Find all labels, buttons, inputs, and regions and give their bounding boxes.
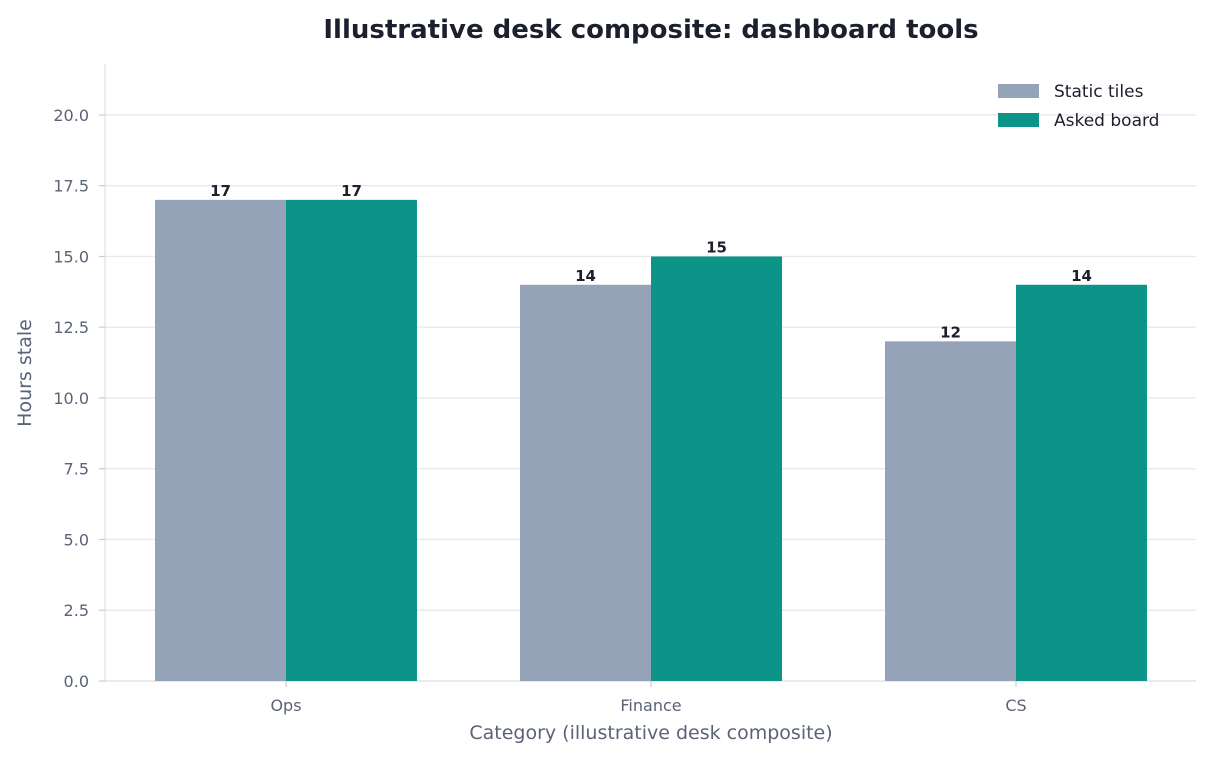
bar-cs-2 (1016, 284, 1147, 681)
legend-label: Static tiles (1054, 82, 1144, 102)
bar-value-label: 17 (210, 182, 231, 200)
x-tick-label: CS (1005, 696, 1026, 715)
y-tick-label: 2.5 (64, 601, 89, 620)
y-tick-label: 5.0 (64, 530, 89, 549)
x-tick-label: Ops (270, 696, 301, 715)
bar-ops-2 (286, 199, 417, 681)
bar-value-label: 14 (575, 267, 596, 285)
y-tick-label: 15.0 (53, 247, 89, 266)
y-axis-label: Hours stale (14, 319, 36, 427)
chart-title: Illustrative desk composite: dashboard t… (323, 15, 978, 45)
bar-finance-1 (520, 284, 651, 681)
tick-labels: 0.0 2.5 5.0 7.5 10.0 12.5 15.0 17.5 20.0 Ops Finan… (53, 106, 1026, 715)
y-tick-label: 7.5 (64, 460, 89, 479)
legend-swatch (998, 84, 1039, 98)
y-tick-label: 0.0 (64, 672, 89, 691)
y-tick-label: 20.0 (53, 106, 89, 125)
y-tick-label: 10.0 (53, 389, 89, 408)
y-tick-label: 12.5 (53, 318, 89, 337)
bar-value-label: 15 (706, 238, 727, 256)
x-axis-label: Category (illustrative desk composite) (469, 722, 832, 744)
bar-value-label: 14 (1071, 267, 1092, 285)
x-tick-label: Finance (620, 696, 681, 715)
bar-value-label: 12 (940, 323, 961, 341)
bar-cs-1 (885, 341, 1016, 681)
data-labels: 17 17 14 15 12 14 (210, 182, 1092, 342)
bar-finance-2 (651, 256, 782, 681)
bar-value-label: 17 (341, 182, 362, 200)
legend-label: Asked board (1054, 111, 1159, 131)
legend: Static tiles Asked board (998, 82, 1159, 131)
bars (155, 199, 1147, 681)
legend-swatch (998, 113, 1039, 127)
bar-ops-1 (155, 199, 286, 681)
y-tick-label: 17.5 (53, 177, 89, 196)
